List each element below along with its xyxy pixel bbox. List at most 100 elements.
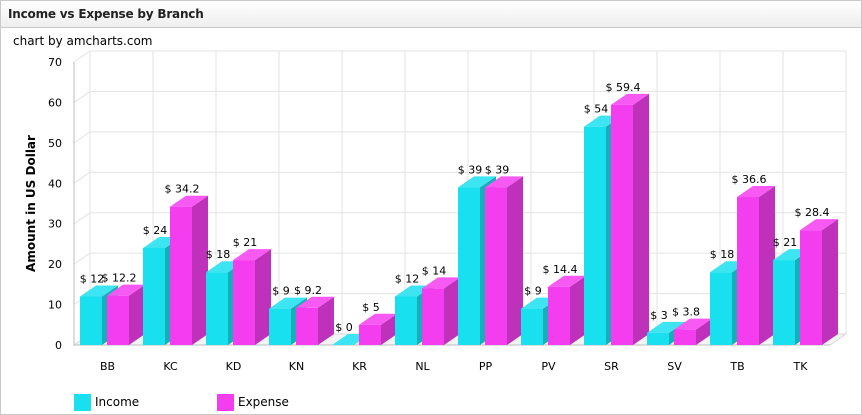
bar-front-face — [647, 332, 669, 345]
y-tick-label: 30 — [48, 218, 62, 231]
bar-expense-kn[interactable] — [296, 296, 334, 345]
x-tick-label: KR — [352, 360, 367, 373]
bar-top-face — [233, 249, 271, 261]
bar-side-face — [318, 296, 334, 345]
legend-label-income: Income — [95, 395, 140, 409]
gridline-diagonal — [73, 50, 91, 63]
bar-front-face — [233, 260, 255, 345]
data-label-income: $ 12 — [80, 272, 105, 285]
income-swatch — [74, 394, 91, 411]
y-tick-label: 20 — [48, 258, 62, 271]
data-label-income: $ 3 — [650, 309, 668, 322]
bar-expense-nl[interactable] — [422, 277, 460, 345]
bar-top-face — [611, 93, 649, 105]
y-tick-label: 60 — [48, 96, 62, 109]
data-label-income: $ 18 — [710, 248, 735, 261]
bar-side-face — [633, 93, 649, 346]
data-label-expense: $ 36.6 — [732, 173, 767, 186]
data-label-income: $ 9 — [272, 285, 290, 298]
gridline-diagonal — [73, 171, 91, 184]
bar-expense-kd[interactable] — [233, 249, 271, 345]
bar-top-face — [170, 195, 208, 207]
bar-front-face — [548, 286, 570, 345]
data-label-expense: $ 21 — [233, 236, 258, 249]
bar-front-face — [584, 126, 606, 345]
data-label-income: $ 21 — [773, 236, 798, 249]
data-label-expense: $ 34.2 — [165, 183, 200, 196]
bar-top-face — [800, 219, 838, 231]
data-label-expense: $ 5 — [362, 301, 380, 314]
bar-front-face — [422, 288, 444, 345]
bar-side-face — [696, 318, 712, 345]
data-label-expense: $ 9.2 — [294, 284, 322, 297]
y-tick-label: 40 — [48, 177, 62, 190]
amcharts-credit-link[interactable]: chart by amcharts.com — [13, 34, 153, 48]
x-tick-label: SV — [667, 360, 682, 373]
data-label-expense: $ 12.2 — [102, 272, 137, 285]
bar-side-face — [759, 186, 775, 345]
bar-top-face — [548, 275, 586, 287]
bar-top-face — [737, 186, 775, 198]
bar-top-face — [674, 318, 712, 330]
gridline-diagonal — [73, 131, 91, 144]
bar-front-face — [521, 308, 543, 345]
y-tick-label: 0 — [55, 339, 62, 352]
gridline-diagonal — [73, 252, 91, 265]
bar-front-face — [485, 187, 507, 345]
bar-side-face — [444, 277, 460, 345]
data-label-income: $ 39 — [458, 163, 483, 176]
bar-top-face — [485, 176, 523, 188]
bar-expense-sr[interactable] — [611, 93, 649, 346]
bar-expense-pp[interactable] — [485, 176, 523, 345]
bar-front-face — [737, 197, 759, 345]
data-label-expense: $ 59.4 — [606, 81, 641, 94]
bar-front-face — [80, 296, 102, 345]
data-label-expense: $ 3.8 — [672, 306, 700, 319]
bar-top-face — [296, 296, 334, 308]
bar-front-face — [611, 104, 633, 346]
bar-front-face — [296, 307, 318, 345]
data-label-expense: $ 28.4 — [795, 206, 830, 219]
data-label-income: $ 0 — [335, 321, 353, 334]
legend-label-expense: Expense — [238, 395, 289, 409]
panel-title: Income vs Expense by Branch — [8, 7, 204, 21]
data-label-expense: $ 14 — [422, 264, 447, 277]
x-tick-label: PP — [479, 360, 493, 373]
bar-front-face — [458, 187, 480, 345]
bar-front-face — [773, 260, 795, 345]
bar-expense-sv[interactable] — [674, 318, 712, 345]
bar-front-face — [170, 206, 192, 345]
bar-top-face — [80, 285, 118, 297]
x-tick-label: SR — [604, 360, 619, 373]
bar-front-face — [674, 329, 696, 345]
x-tick-label: KN — [289, 360, 304, 373]
gridline-diagonal — [73, 212, 91, 225]
x-tick-label: KD — [226, 360, 242, 373]
bar-top-face — [458, 176, 496, 188]
bar-front-face — [359, 324, 381, 345]
bar-expense-kr[interactable] — [359, 313, 397, 345]
bar-top-face — [422, 277, 460, 289]
expense-swatch — [217, 394, 234, 411]
data-label-expense: $ 14.4 — [543, 263, 578, 276]
bar-side-face — [381, 313, 397, 345]
bar-front-face — [710, 272, 732, 345]
bar-expense-bb[interactable] — [107, 284, 145, 345]
bar-top-face — [269, 297, 307, 309]
bar-front-face — [107, 295, 129, 345]
bar-front-face — [395, 296, 417, 345]
x-tick-label: BB — [100, 360, 115, 373]
title-bar: Income vs Expense by Branch — [1, 1, 861, 28]
bar-expense-tk[interactable] — [800, 219, 838, 345]
bar-front-face — [269, 308, 291, 345]
bar-side-face — [255, 249, 271, 345]
x-tick-label: KC — [163, 360, 178, 373]
bar-expense-kc[interactable] — [170, 195, 208, 345]
data-label-expense: $ 39 — [485, 163, 510, 176]
bar-top-face — [359, 313, 397, 325]
bar-front-face — [206, 272, 228, 345]
bar-expense-pv[interactable] — [548, 275, 586, 345]
bar-expense-tb[interactable] — [737, 186, 775, 345]
